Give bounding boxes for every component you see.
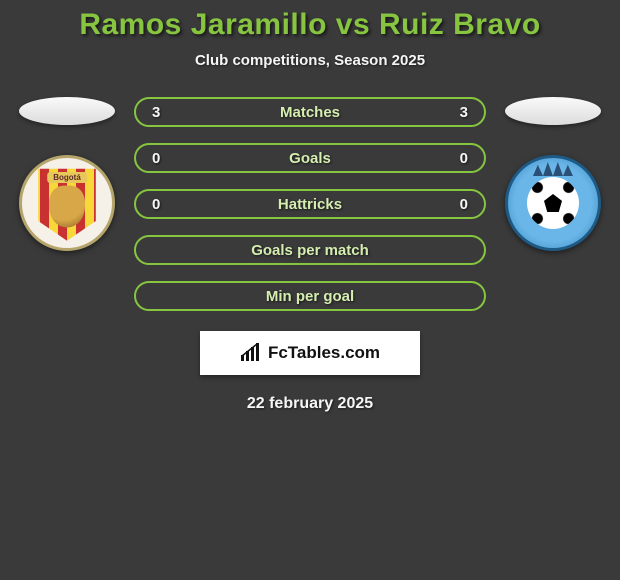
comparison-card: Ramos Jaramillo vs Ruiz Bravo Club compe… bbox=[0, 0, 620, 413]
left-club-badge: Bogotá bbox=[19, 155, 115, 251]
soccer-ball-icon bbox=[527, 177, 579, 229]
stat-row-goals-per-match: Goals per match bbox=[134, 235, 486, 265]
stat-left-value: 0 bbox=[152, 196, 182, 213]
brand-text: FcTables.com bbox=[268, 343, 380, 363]
stat-label: Hattricks bbox=[182, 196, 438, 213]
stats-column: 3 Matches 3 0 Goals 0 0 Hattricks 0 Goal… bbox=[134, 97, 486, 311]
crown-icon bbox=[533, 162, 573, 176]
bar-chart-icon bbox=[240, 343, 262, 363]
brand-box: FcTables.com bbox=[200, 331, 420, 375]
subtitle: Club competitions, Season 2025 bbox=[0, 52, 620, 69]
page-title: Ramos Jaramillo vs Ruiz Bravo bbox=[0, 8, 620, 42]
stat-right-value: 0 bbox=[438, 150, 468, 167]
left-badge-banner: Bogotá bbox=[47, 172, 87, 183]
stat-left-value: 3 bbox=[152, 104, 182, 121]
stat-label: Matches bbox=[182, 104, 438, 121]
stat-label: Goals per match bbox=[182, 242, 438, 259]
stat-row-min-per-goal: Min per goal bbox=[134, 281, 486, 311]
stat-row-hattricks: 0 Hattricks 0 bbox=[134, 189, 486, 219]
stat-right-value: 3 bbox=[438, 104, 468, 121]
left-player-col: Bogotá bbox=[12, 97, 122, 251]
right-country-flag bbox=[505, 97, 601, 125]
stat-label: Goals bbox=[182, 150, 438, 167]
stat-right-value: 0 bbox=[438, 196, 468, 213]
stat-row-goals: 0 Goals 0 bbox=[134, 143, 486, 173]
main-row: Bogotá 3 Matches 3 0 Goals 0 0 Hattricks… bbox=[0, 97, 620, 311]
stat-left-value: 0 bbox=[152, 150, 182, 167]
right-player-col bbox=[498, 97, 608, 251]
right-club-badge bbox=[505, 155, 601, 251]
stat-row-matches: 3 Matches 3 bbox=[134, 97, 486, 127]
date-line: 22 february 2025 bbox=[0, 395, 620, 413]
left-country-flag bbox=[19, 97, 115, 125]
stat-label: Min per goal bbox=[182, 288, 438, 305]
left-badge-icon bbox=[49, 186, 85, 228]
